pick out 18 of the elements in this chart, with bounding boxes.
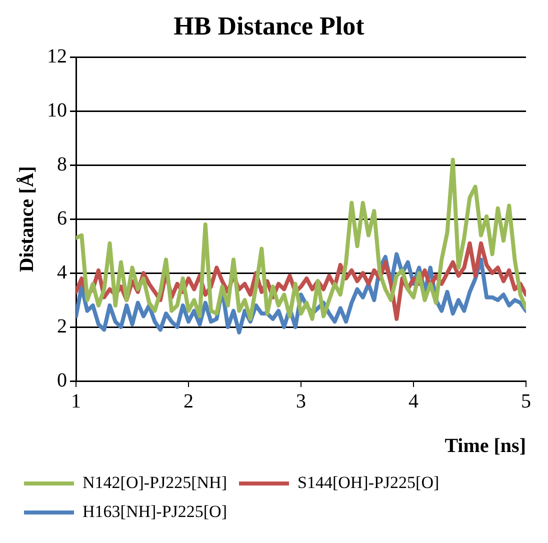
x-tick-label: 5 [521, 390, 531, 412]
y-tick-label: 10 [47, 99, 67, 122]
chart-title: HB Distance Plot [174, 11, 365, 40]
x-tick-label: 1 [71, 390, 81, 412]
legend-label: N142[O]-PJ225[NH] [82, 472, 227, 492]
y-tick-label: 12 [47, 45, 67, 68]
legend-label: H163[NH]-PJ225[O] [82, 502, 227, 521]
y-tick-label: 2 [57, 315, 67, 338]
legend-label: S144[OH]-PJ225[O] [297, 472, 440, 492]
x-tick-label: 2 [184, 390, 194, 412]
y-tick-label: 4 [57, 261, 67, 284]
y-axis-title: Distance [Å] [16, 166, 38, 272]
y-tick-label: 8 [57, 153, 67, 176]
y-tick-label: 6 [57, 207, 67, 230]
x-tick-label: 4 [408, 390, 418, 412]
x-axis-title: Time [ns] [444, 435, 526, 458]
y-tick-label: 0 [57, 369, 67, 392]
x-tick-label: 3 [296, 390, 306, 412]
